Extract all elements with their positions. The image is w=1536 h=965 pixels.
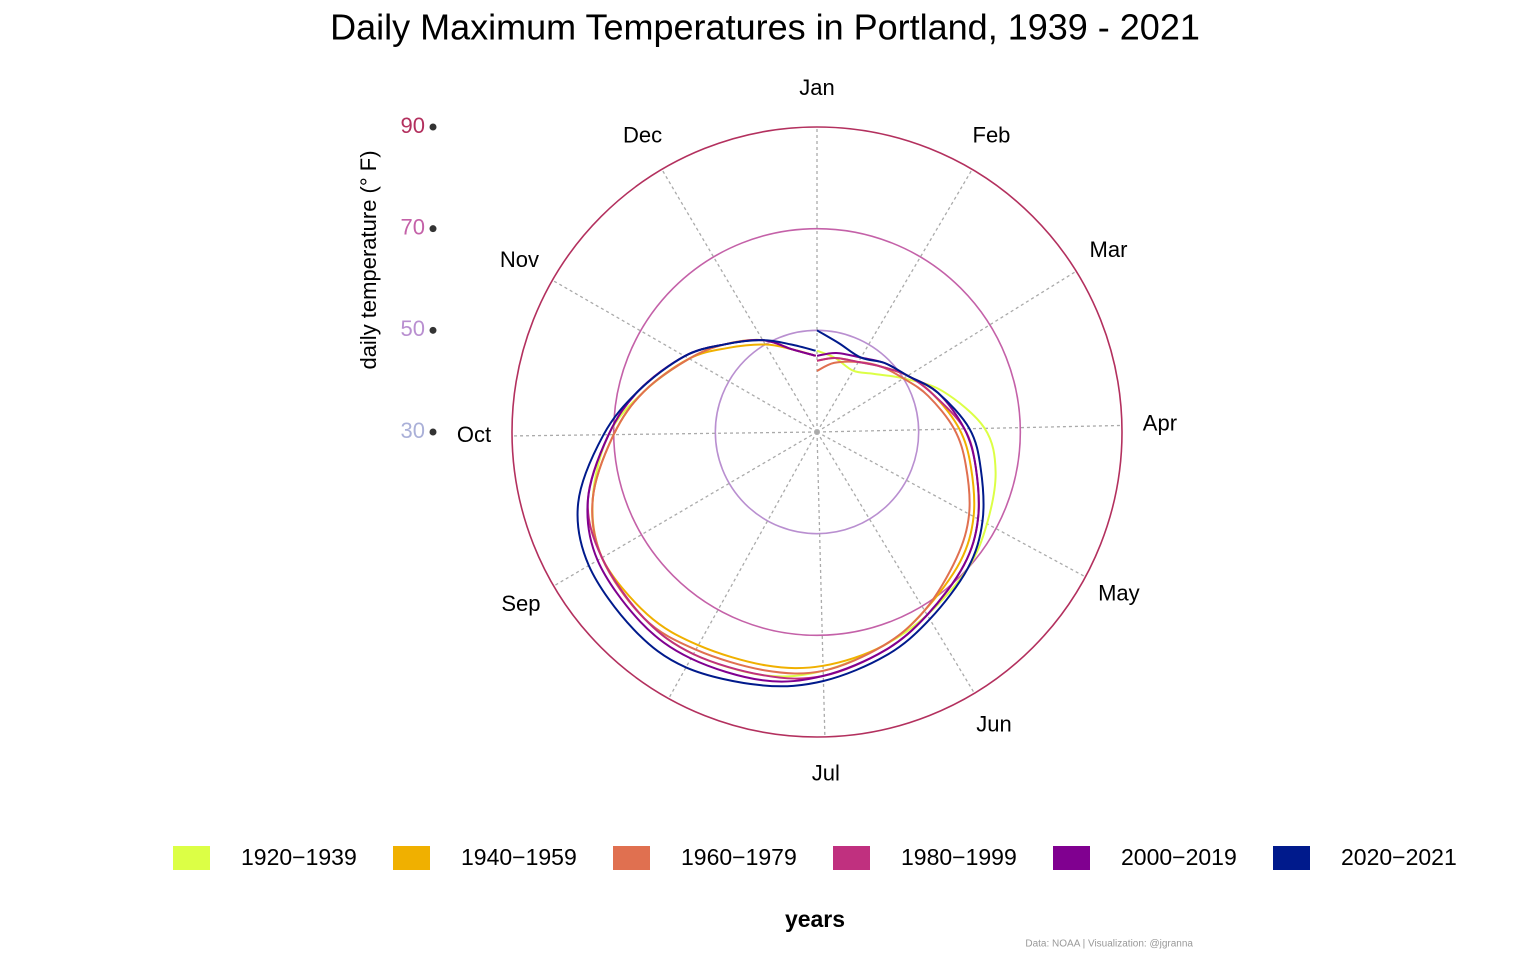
x-tick-label: Sep bbox=[501, 591, 540, 616]
legend-title: years bbox=[785, 906, 845, 932]
y-tick-mark bbox=[429, 326, 437, 334]
spoke bbox=[816, 169, 973, 433]
caption: Data: NOAA | Visualization: @jgranna bbox=[1025, 939, 1193, 950]
legend-swatch bbox=[613, 846, 650, 870]
x-tick-label: Jul bbox=[812, 761, 840, 786]
x-tick-label: Nov bbox=[500, 247, 539, 272]
y-tick-mark bbox=[429, 123, 437, 131]
y-tick-mark bbox=[429, 225, 437, 233]
x-tick-label: Jan bbox=[799, 75, 834, 100]
x-tick-label: Feb bbox=[973, 123, 1011, 148]
legend-label: 2020−2021 bbox=[1341, 844, 1457, 870]
legend-swatch bbox=[173, 846, 210, 870]
legend-label: 1940−1959 bbox=[461, 844, 577, 870]
x-tick-label: Jun bbox=[976, 712, 1011, 737]
y-axis-title: daily temperature (° F) bbox=[356, 150, 381, 369]
y-tick-label: 50 bbox=[401, 316, 425, 341]
chart-title: Daily Maximum Temperatures in Portland, … bbox=[330, 7, 1200, 48]
legend-swatch bbox=[1053, 846, 1090, 870]
spoke bbox=[512, 431, 818, 437]
spoke bbox=[816, 431, 826, 737]
x-tick-label: Apr bbox=[1143, 410, 1177, 435]
spoke bbox=[816, 431, 975, 694]
y-tick-label: 90 bbox=[401, 113, 425, 138]
legend-label: 1980−1999 bbox=[901, 844, 1017, 870]
spoke bbox=[816, 270, 1077, 433]
temperature-line bbox=[576, 329, 985, 688]
legend-swatch bbox=[833, 846, 870, 870]
temperature-line bbox=[591, 338, 971, 675]
legend-label: 1920−1939 bbox=[241, 844, 357, 870]
x-tick-label: May bbox=[1098, 581, 1140, 606]
x-tick-label: Mar bbox=[1090, 237, 1128, 262]
legend-label: 1960−1979 bbox=[681, 844, 797, 870]
grid-circle bbox=[511, 126, 1123, 738]
spoke bbox=[816, 431, 1086, 578]
x-tick-label: Dec bbox=[623, 123, 662, 148]
x-tick-label: Oct bbox=[457, 422, 491, 447]
spoke bbox=[661, 169, 818, 433]
legend-label: 2000−2019 bbox=[1121, 844, 1237, 870]
y-tick-mark bbox=[429, 428, 437, 436]
y-tick-label: 70 bbox=[401, 214, 425, 239]
legend-swatch bbox=[1273, 846, 1310, 870]
legend-swatch bbox=[393, 846, 430, 870]
y-tick-label: 30 bbox=[401, 418, 425, 443]
grid-circle bbox=[612, 227, 1022, 637]
